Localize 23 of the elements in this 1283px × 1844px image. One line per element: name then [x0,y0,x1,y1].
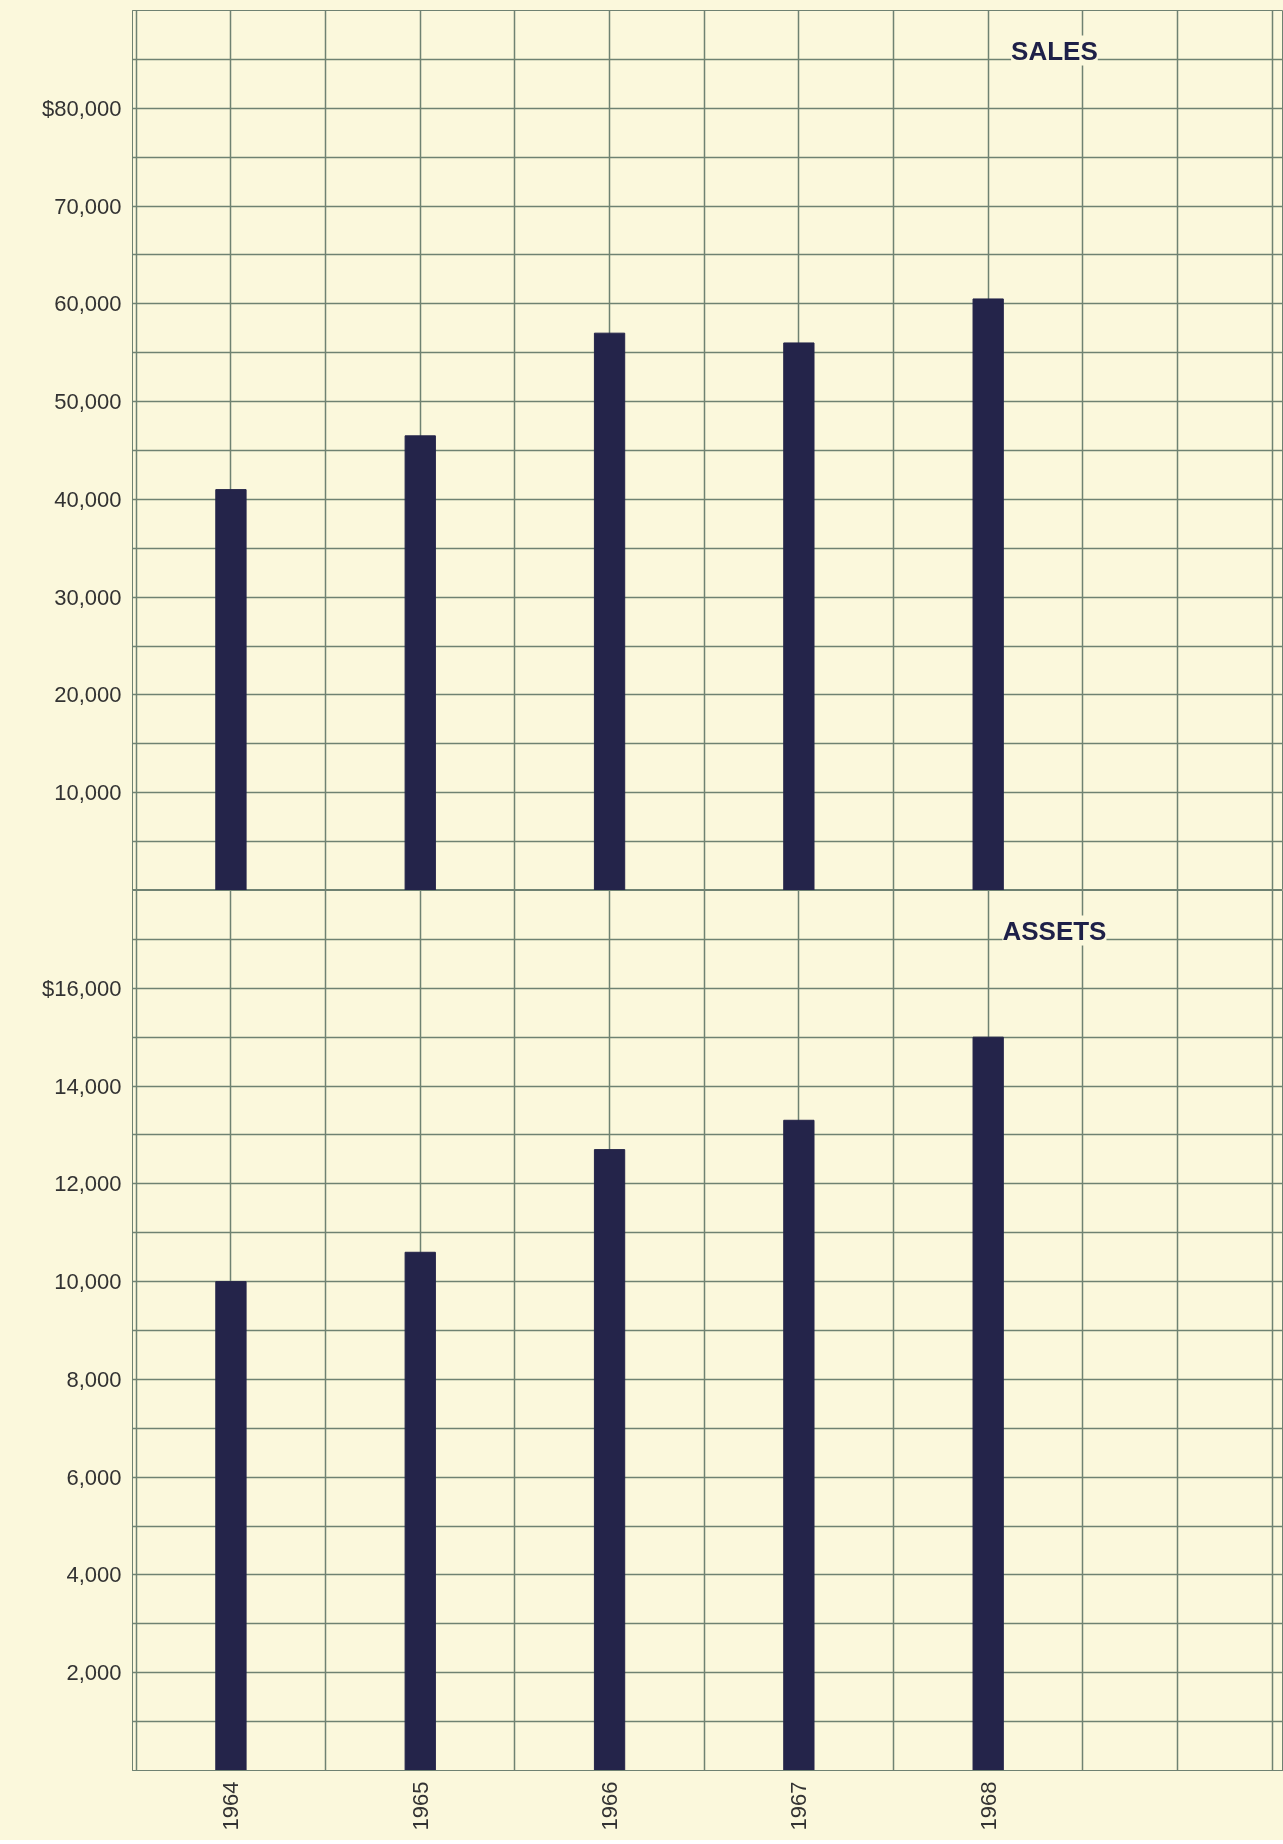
y-tick-label: 6,000 [66,1464,122,1490]
x-tick-label: 1968 [975,1781,1001,1831]
y-tick-label: 30,000 [54,584,122,610]
y-tick-label: 40,000 [54,486,122,512]
x-tick-label: 1964 [218,1781,244,1831]
y-tick-label: 10,000 [54,1269,122,1295]
x-tick-label: 1965 [407,1781,433,1831]
y-tick-label: $16,000 [41,975,122,1001]
y-tick-label: 10,000 [54,780,122,806]
text: ASSETS [1002,915,1107,946]
y-tick-label: 20,000 [54,682,122,708]
x-tick-label: 1967 [786,1781,812,1831]
y-tick-label: $80,000 [41,95,122,121]
y-tick-label: 4,000 [66,1562,122,1588]
x-tick-label: 1966 [597,1781,623,1831]
y-tick-label: 14,000 [54,1073,122,1099]
y-tick-label: 12,000 [54,1171,122,1197]
y-tick-label: 60,000 [54,291,122,317]
text: SALES [1011,35,1098,66]
y-tick-label: 8,000 [66,1366,122,1392]
y-tick-label: 50,000 [54,389,122,415]
y-tick-label: 2,000 [66,1660,122,1686]
y-tick-label: 70,000 [54,193,122,219]
